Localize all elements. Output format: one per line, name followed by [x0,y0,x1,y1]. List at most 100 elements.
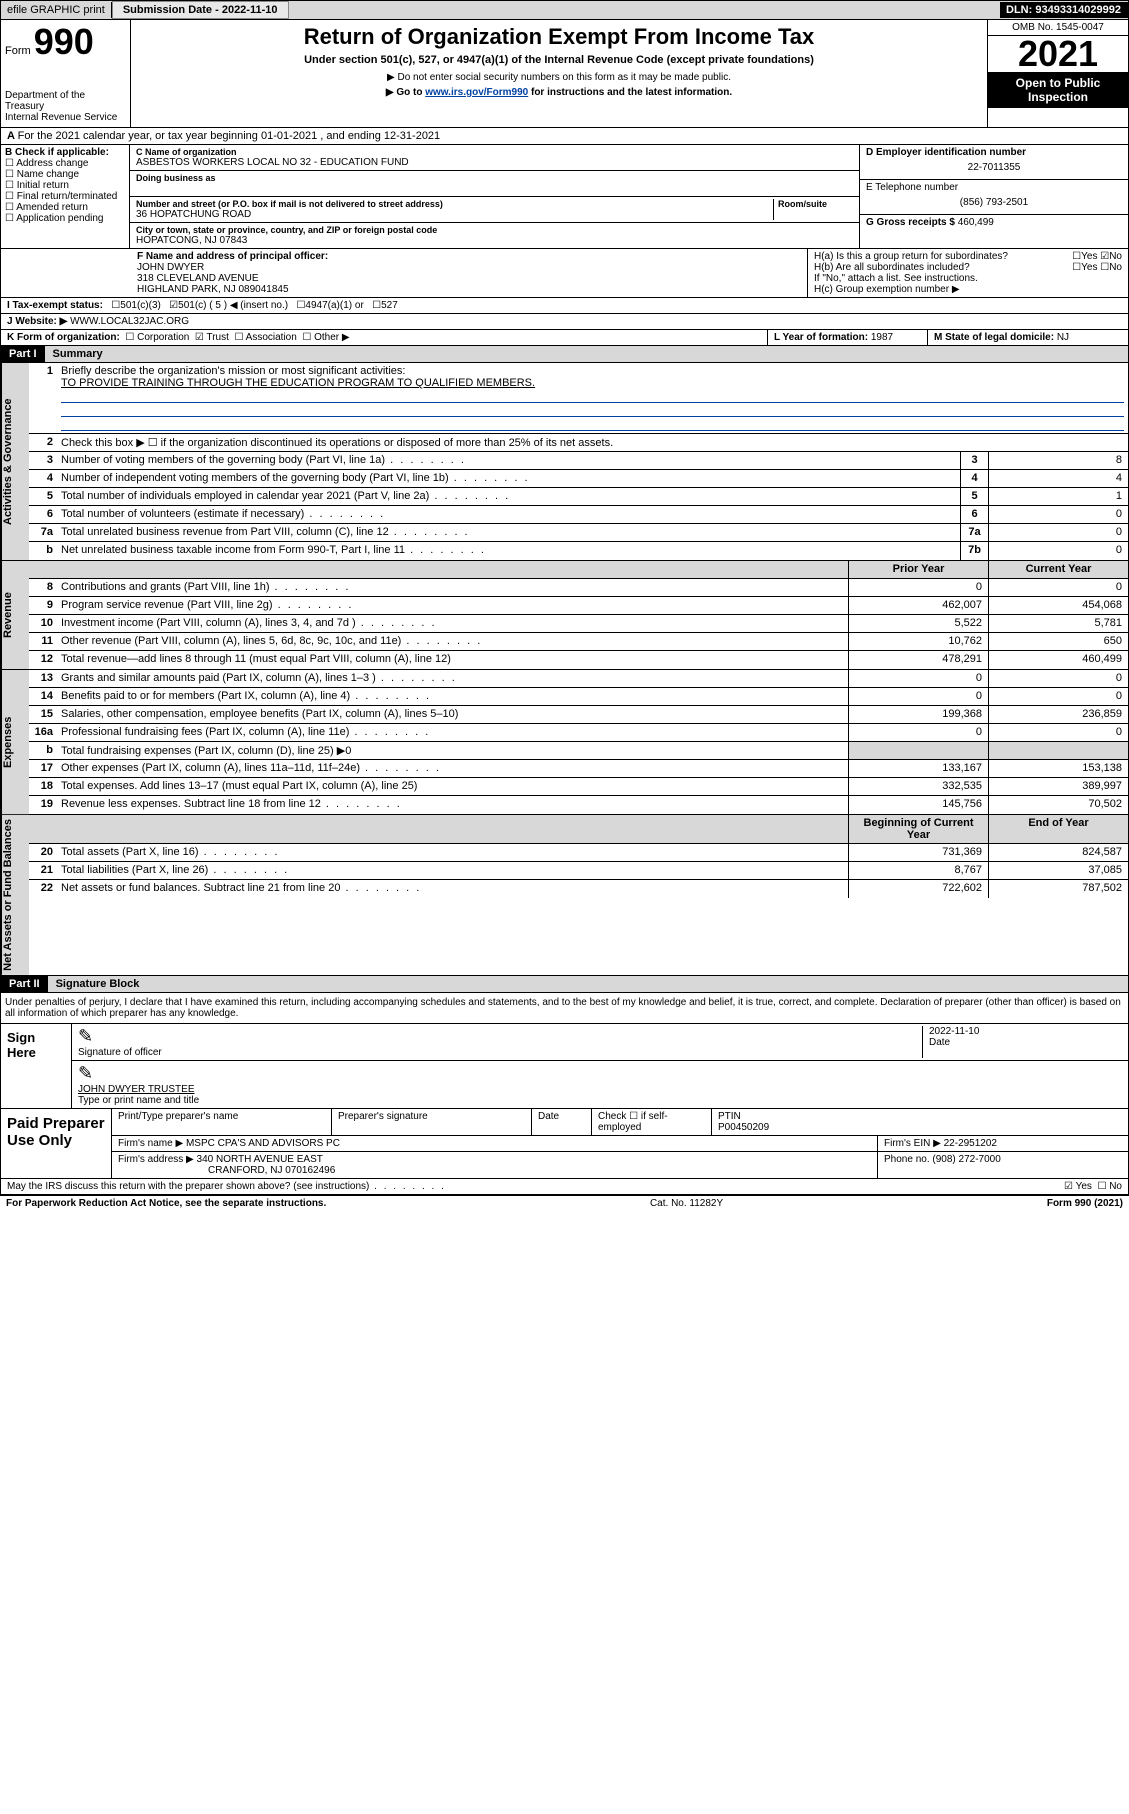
sign-block: Sign Here ✎Signature of officer 2022-11-… [0,1024,1129,1109]
footer-mid: Cat. No. 11282Y [326,1198,1047,1209]
top-bar: efile GRAPHIC print Submission Date - 20… [0,0,1129,20]
cb-4947[interactable]: 4947(a)(1) or [305,300,363,311]
hb-label: H(b) Are all subordinates included? [814,262,970,273]
cb-name-change[interactable]: Name change [17,169,79,180]
cb-527[interactable]: 527 [381,300,398,311]
efile-label: efile GRAPHIC print [1,2,112,18]
cb-address-change[interactable]: Address change [16,158,88,169]
form-title: Return of Organization Exempt From Incom… [141,24,977,50]
l5-val: 1 [988,488,1128,505]
city-state-zip: HOPATCONG, NJ 07843 [136,235,853,246]
sig-date-label: Date [929,1037,950,1048]
room-label: Room/suite [778,199,853,209]
l10-text: Investment income (Part VIII, column (A)… [57,615,848,632]
l9-prior: 462,007 [848,597,988,614]
l7b-text: Net unrelated business taxable income fr… [57,542,960,560]
phone-label: E Telephone number [866,182,1122,193]
officer-addr2: HIGHLAND PARK, NJ 089041845 [137,284,801,295]
l8-prior: 0 [848,579,988,596]
street-address: 36 HOPATCHUNG ROAD [136,209,773,220]
cb-final-return[interactable]: Final return/terminated [17,191,118,202]
l17-text: Other expenses (Part IX, column (A), lin… [57,760,848,777]
open-public-badge: Open to Public Inspection [988,72,1128,108]
form-subtitle-2: ▶ Do not enter social security numbers o… [141,72,977,83]
vtab-netassets: Net Assets or Fund Balances [1,815,29,975]
footer-left: For Paperwork Reduction Act Notice, see … [6,1198,326,1209]
l22-curr: 787,502 [988,880,1128,898]
phone-value: (856) 793-2501 [866,193,1122,212]
block-deg: D Employer identification number 22-7011… [859,145,1129,248]
prep-h2: Preparer's signature [332,1109,532,1135]
submission-date-button[interactable]: Submission Date - 2022-11-10 [112,1,289,19]
cb-amended[interactable]: Amended return [16,202,88,213]
l15-text: Salaries, other compensation, employee b… [57,706,848,723]
l18-prior: 332,535 [848,778,988,795]
cb-app-pending[interactable]: Application pending [16,213,103,224]
sig-officer-label: Signature of officer [78,1047,162,1058]
vtab-expenses: Expenses [1,670,29,814]
part-ii-label: Part II [1,976,48,992]
hb-note: If "No," attach a list. See instructions… [814,273,1122,284]
sig-name: JOHN DWYER TRUSTEE [78,1084,195,1095]
dba-label: Doing business as [136,173,853,183]
l6-val: 0 [988,506,1128,523]
l16a-prior: 0 [848,724,988,741]
l8-text: Contributions and grants (Part VIII, lin… [57,579,848,596]
year-formation: 1987 [871,332,893,343]
l18-text: Total expenses. Add lines 13–17 (must eq… [57,778,848,795]
l21-prior: 8,767 [848,862,988,879]
discuss-no[interactable]: No [1109,1181,1122,1192]
discuss-text: May the IRS discuss this return with the… [7,1181,1064,1192]
entity-block: B Check if applicable: ☐ Address change … [0,145,1129,249]
l1-mission: TO PROVIDE TRAINING THROUGH THE EDUCATIO… [61,377,535,389]
officer-addr1: 318 CLEVELAND AVENUE [137,273,801,284]
l14-curr: 0 [988,688,1128,705]
row-klm: K Form of organization: ☐ Corporation ☑ … [0,330,1129,346]
state-domicile: NJ [1057,332,1069,343]
sig-name-label: Type or print name and title [78,1095,199,1106]
l11-prior: 10,762 [848,633,988,650]
l9-curr: 454,068 [988,597,1128,614]
row-k-label: K Form of organization: [7,332,120,343]
cb-initial-return[interactable]: Initial return [17,180,69,191]
l21-curr: 37,085 [988,862,1128,879]
l11-curr: 650 [988,633,1128,650]
sig-date: 2022-11-10 [929,1026,979,1037]
l9-text: Program service revenue (Part VIII, line… [57,597,848,614]
page-footer: For Paperwork Reduction Act Notice, see … [0,1195,1129,1211]
form-header: Form 990 Department of the Treasury Inte… [0,20,1129,128]
cb-501c3[interactable]: 501(c)(3) [120,300,161,311]
l19-text: Revenue less expenses. Subtract line 18 … [57,796,848,814]
perjury-statement: Under penalties of perjury, I declare th… [0,993,1129,1024]
l13-prior: 0 [848,670,988,687]
form-word: Form [5,45,31,57]
firm-phone: (908) 272-7000 [932,1154,1000,1165]
l8-curr: 0 [988,579,1128,596]
irs-link[interactable]: www.irs.gov/Form990 [425,87,528,98]
sign-here-label: Sign Here [1,1024,71,1108]
cb-501c[interactable]: 501(c) ( 5 ) ◀ (insert no.) [178,300,288,311]
l16a-curr: 0 [988,724,1128,741]
vtab-activities: Activities & Governance [1,363,29,560]
ptin-value: P00450209 [718,1122,769,1133]
firm-ein: 22-2951202 [944,1138,997,1149]
block-b-label: B Check if applicable: [5,147,125,158]
hdr-eoy: End of Year [988,815,1128,843]
l11-text: Other revenue (Part VIII, column (A), li… [57,633,848,650]
footer-right: Form 990 (2021) [1047,1198,1123,1209]
irs-label: Internal Revenue Service [5,112,126,123]
l13-text: Grants and similar amounts paid (Part IX… [57,670,848,687]
l10-prior: 5,522 [848,615,988,632]
l20-curr: 824,587 [988,844,1128,861]
l17-curr: 153,138 [988,760,1128,777]
firm-addr: 340 NORTH AVENUE EAST [197,1154,323,1165]
discuss-yes[interactable]: Yes [1076,1181,1092,1192]
l14-prior: 0 [848,688,988,705]
l20-text: Total assets (Part X, line 16) [57,844,848,861]
city-label: City or town, state or province, country… [136,225,853,235]
l12-prior: 478,291 [848,651,988,669]
l1-label: Briefly describe the organization's miss… [61,365,405,377]
l7a-val: 0 [988,524,1128,541]
prep-h3: Date [532,1109,592,1135]
website-url: WWW.LOCAL32JAC.ORG [70,316,189,327]
